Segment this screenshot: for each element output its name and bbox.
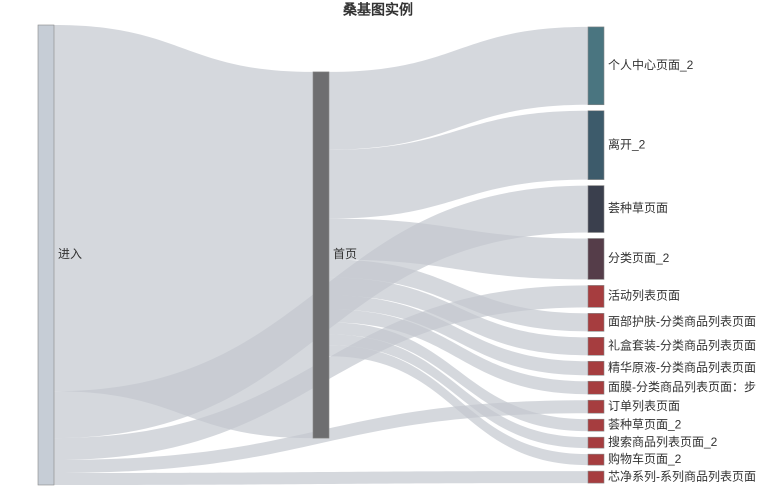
link [329,218,588,280]
node [587,470,605,484]
node-label: 首页 [333,247,357,261]
node-label: 分类页面_2 [608,251,670,265]
link [54,25,313,439]
link [329,259,588,332]
link [329,322,588,432]
node [587,285,605,308]
node [587,238,605,280]
node [587,110,605,180]
links [54,25,588,485]
node [587,399,605,414]
link [329,295,588,376]
node-label: 活动列表页面 [608,289,680,303]
node-label: 购物车页面_2 [608,451,682,466]
node [587,453,605,466]
node [312,71,330,439]
node [587,380,605,395]
node [587,337,605,356]
node [587,185,605,233]
node-label: 芯净系列-系列商品列表页面 [608,468,756,483]
chart-title: 桑基图实例 [343,2,413,18]
node-label: 荟种草页面_2 [608,417,682,431]
node-label: 搜索商品列表页面_2 [608,434,718,449]
node-label: 离开_2 [608,136,646,151]
link [54,471,588,485]
link [329,26,588,150]
link [329,277,588,356]
node-label: 礼盒套装-分类商品列表页面 [608,337,756,352]
node-label: 面部护肤-分类商品列表页面 [608,314,756,329]
node [37,24,55,486]
node [587,26,605,106]
node [587,418,605,432]
node [587,313,605,332]
link [329,110,588,219]
link [329,345,588,466]
link [329,334,588,449]
node-label: 荟种草页面 [608,201,668,215]
node-label: 订单列表页面 [608,399,680,413]
node-label: 精华原液-分类商品列表页面 [608,359,756,374]
node-label: 进入 [58,247,82,261]
link [329,309,588,395]
node-label: 面膜-分类商品列表页面：步 [608,379,756,394]
node [587,436,605,449]
node-label: 个人中心页面_2 [608,57,694,72]
node [587,360,605,376]
